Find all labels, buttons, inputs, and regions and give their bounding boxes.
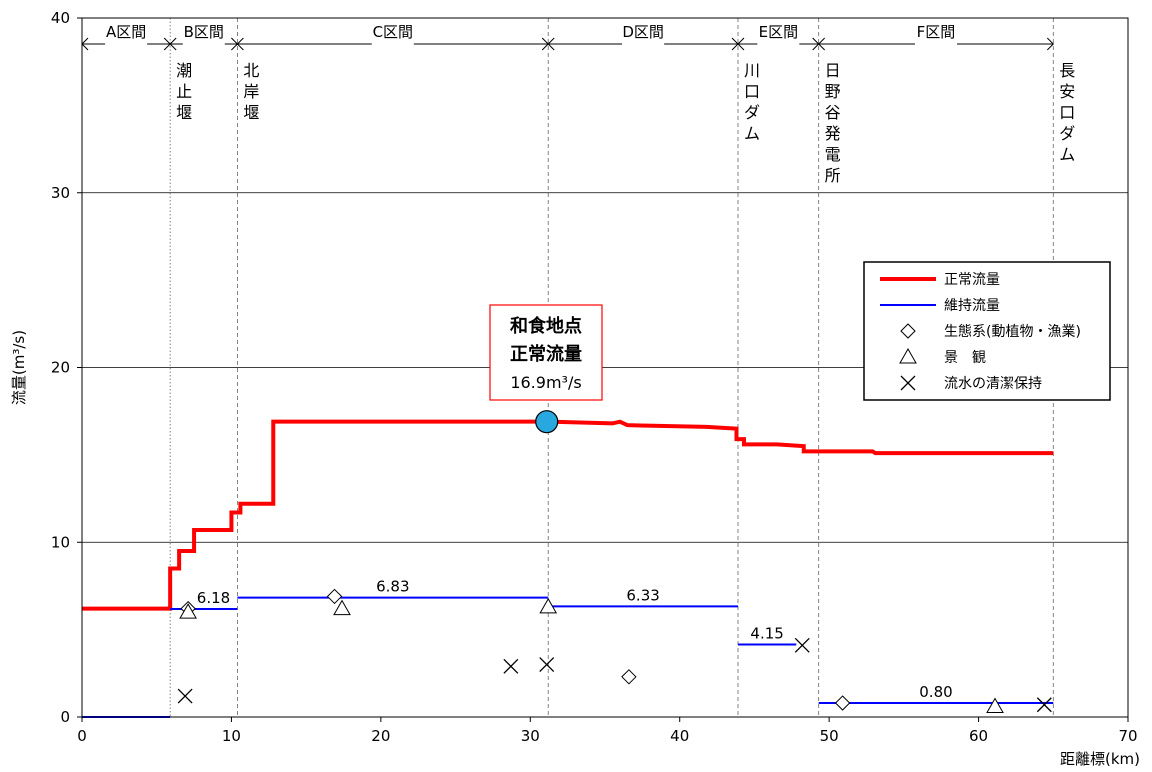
boundary-label-char: 口 — [1059, 103, 1075, 122]
boundary-label-char: 安 — [1059, 82, 1075, 101]
section-arrow-head-left — [737, 37, 745, 51]
boundary-label-char: 電 — [825, 145, 841, 164]
section-header: A区間 B区間 C区間 D区間 E区間 F区間 — [81, 23, 1054, 54]
boundary-label-char: 川 — [744, 61, 760, 80]
boundary-label-char: 堰 — [176, 103, 192, 122]
legend-label: 景 観 — [944, 349, 986, 366]
section-label-bg — [757, 34, 800, 54]
legend-label: 生態系(動植物・漁業) — [944, 324, 1081, 340]
cross-marker — [539, 657, 555, 673]
boundary-label-char: 長 — [1059, 61, 1075, 80]
maintenance-flow-label: 6.18 — [197, 589, 230, 607]
boundary-label-char: 日 — [825, 61, 841, 80]
y-tick-label: 20 — [51, 359, 70, 377]
series-layer: 6.18 6.83 6.33 4.15 0.80 — [82, 419, 1054, 718]
section-arrow-head-left — [236, 37, 244, 51]
section-label: C区間 — [373, 23, 413, 41]
y-tick-label: 0 — [60, 708, 70, 726]
boundary-label-char: ム — [744, 124, 760, 143]
diamond-marker — [326, 588, 343, 605]
x-tick-label: 30 — [521, 727, 540, 745]
x-tick-label: 0 — [77, 727, 87, 745]
y-axis-label: 流量(m³/s) — [10, 330, 28, 405]
x-tick-label: 70 — [1118, 727, 1137, 745]
boundary-label-char: 岸 — [243, 82, 259, 101]
section-label-bg — [622, 34, 665, 54]
boundary-label-char: ム — [1059, 145, 1075, 164]
triangle-marker — [899, 347, 917, 364]
section-label-bg — [182, 34, 225, 54]
axes: 0 10 20 30 40 50 60 70 0 10 20 30 40 距離標(km) 流量(m³/s) — [10, 9, 1140, 768]
cross-marker — [1036, 697, 1052, 713]
normal-flow-line — [82, 419, 1054, 611]
boundary-label-char: 潮 — [176, 61, 192, 80]
diamond-marker — [900, 323, 916, 339]
cross-marker — [794, 637, 810, 653]
legend-label: 正常流量 — [944, 272, 1000, 288]
section-label: F区間 — [917, 23, 956, 41]
maintenance-flow-label: 6.33 — [626, 586, 659, 604]
boundary-label-char: ダ — [1059, 124, 1075, 143]
triangle-marker — [539, 597, 558, 614]
boundary-label-char: 北 — [243, 61, 259, 80]
section-label: D区間 — [622, 23, 664, 41]
marker-layer — [177, 588, 1052, 714]
annotation-point — [535, 410, 559, 434]
y-tick-label: 10 — [51, 533, 70, 551]
section-arrow-head-left — [169, 37, 177, 51]
maintenance-flow-label: 0.80 — [919, 683, 952, 701]
x-tick-label: 50 — [820, 727, 839, 745]
y-tick-label: 30 — [51, 184, 70, 202]
section-label-bg — [105, 34, 148, 54]
x-tick-label: 60 — [969, 727, 988, 745]
section-arrow-head-right — [1046, 37, 1054, 51]
section-label: B区間 — [184, 23, 224, 41]
triangle-marker — [986, 697, 1004, 714]
x-tick-label: 20 — [371, 727, 390, 745]
legend-label: 流水の清潔保持 — [944, 376, 1042, 392]
boundary-label-char: 野 — [825, 82, 841, 101]
boundary-label-char: 発 — [825, 124, 841, 143]
cross-marker — [503, 658, 519, 674]
section-label: E区間 — [759, 23, 798, 41]
section-label: A区間 — [106, 23, 146, 41]
x-axis-label: 距離標(km) — [1060, 750, 1140, 768]
triangle-marker — [333, 599, 351, 616]
annotation-text: 正常流量 — [510, 343, 582, 365]
cross-marker — [900, 375, 916, 391]
section-label-bg — [914, 34, 957, 54]
annotation-text: 16.9m³/s — [510, 373, 581, 392]
boundary-label-char: 口 — [744, 82, 760, 101]
diamond-marker — [834, 695, 851, 711]
section-arrow-head-left — [817, 37, 826, 51]
annotation-box — [489, 304, 603, 401]
boundary-label-char: ダ — [744, 103, 760, 122]
diamond-marker — [621, 669, 637, 685]
y-tick-label: 40 — [51, 9, 70, 27]
cross-marker — [177, 688, 193, 704]
boundary-label-char: 谷 — [825, 103, 841, 122]
annotation-text: 和食地点 — [510, 315, 582, 337]
boundary-label-char: 堰 — [243, 103, 259, 122]
x-tick-label: 10 — [222, 727, 241, 745]
section-arrow-head-left — [547, 37, 555, 51]
boundary-label-char: 所 — [825, 166, 841, 185]
legend-label: 維持流量 — [944, 298, 1000, 314]
maintenance-flow-label: 6.83 — [376, 578, 409, 596]
section-label-bg — [371, 34, 414, 54]
maintenance-flow-label: 4.15 — [750, 624, 783, 642]
triangle-marker — [179, 603, 197, 619]
boundary-label-char: 止 — [176, 82, 192, 101]
x-tick-label: 40 — [670, 727, 689, 745]
